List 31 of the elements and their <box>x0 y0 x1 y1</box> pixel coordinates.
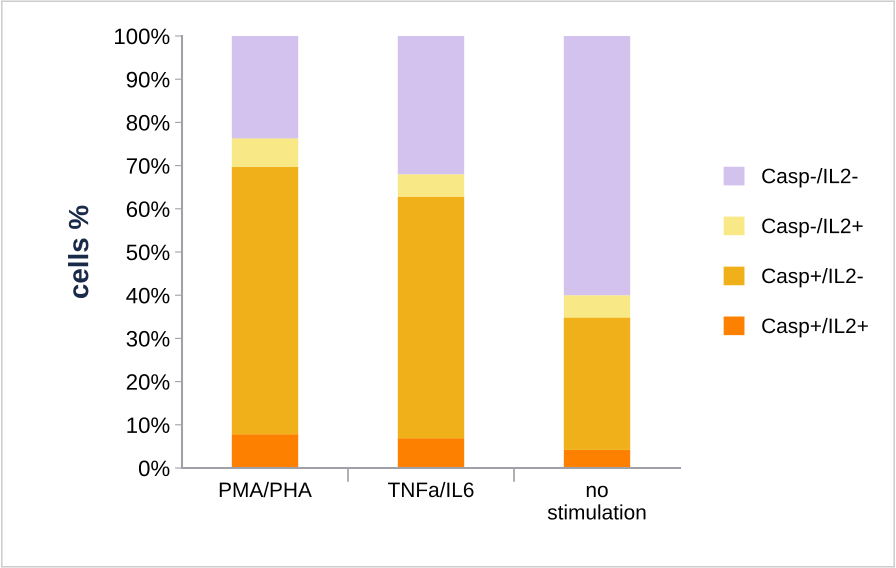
legend-label: Casp-/IL2+ <box>762 218 863 238</box>
bar <box>232 166 298 434</box>
bar <box>232 138 298 167</box>
y-tick-label: 10% <box>127 417 170 434</box>
bar <box>564 318 630 450</box>
x-tick-label: no stimulation <box>548 486 646 520</box>
x-tick-label: TNFa/IL6 <box>388 482 474 498</box>
y-tick-label: 90% <box>126 72 170 88</box>
y-tick-label: 70% <box>126 158 170 174</box>
bar <box>398 36 464 174</box>
y-tick-label: 100% <box>115 28 170 44</box>
y-tick-label: 0% <box>138 460 170 476</box>
y-tick-label: 80% <box>126 114 170 131</box>
bar <box>564 295 630 318</box>
y-tick-label: 30% <box>126 330 170 347</box>
y-tick-label: 20% <box>126 374 170 390</box>
bar <box>564 450 630 468</box>
bar <box>398 438 464 468</box>
x-tick-label: PMA/PHA <box>220 482 312 498</box>
y-tick-label: 60% <box>126 201 170 218</box>
bar <box>232 434 298 468</box>
y-tick-label: 50% <box>126 244 170 260</box>
y-axis-title: cells % <box>68 206 88 298</box>
bar <box>398 174 464 197</box>
bar <box>232 36 298 138</box>
bar <box>564 36 630 296</box>
bar <box>398 196 464 438</box>
legend-label: Casp+/IL2+ <box>762 318 868 338</box>
y-tick-label: 40% <box>126 288 170 304</box>
legend-label: Casp-/IL2- <box>762 168 858 188</box>
legend-label: Casp+/IL2- <box>762 268 863 288</box>
